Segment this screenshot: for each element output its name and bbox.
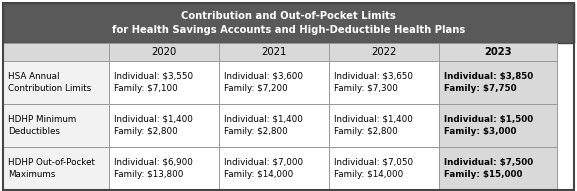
Bar xyxy=(439,147,557,190)
Bar xyxy=(3,104,109,147)
Bar xyxy=(219,104,329,147)
Text: Individual: $1,400
Family: $2,800: Individual: $1,400 Family: $2,800 xyxy=(334,115,413,136)
Text: Individual: $3,650
Family: $7,300: Individual: $3,650 Family: $7,300 xyxy=(334,72,413,93)
Text: HDHP Minimum
Deductibles: HDHP Minimum Deductibles xyxy=(8,115,76,136)
Bar xyxy=(109,61,219,104)
Text: Individual: $3,850
Family: $7,750: Individual: $3,850 Family: $7,750 xyxy=(444,72,533,93)
Bar xyxy=(329,104,439,147)
Bar xyxy=(3,43,109,61)
Bar xyxy=(219,61,329,104)
Text: Individual: $1,400
Family: $2,800: Individual: $1,400 Family: $2,800 xyxy=(114,115,193,136)
Text: Individual: $7,500
Family: $15,000: Individual: $7,500 Family: $15,000 xyxy=(444,158,533,179)
Bar xyxy=(3,61,109,104)
Text: Individual: $3,600
Family: $7,200: Individual: $3,600 Family: $7,200 xyxy=(224,72,303,93)
Text: 2020: 2020 xyxy=(151,47,177,57)
Bar xyxy=(3,147,109,190)
Text: 2021: 2021 xyxy=(261,47,287,57)
Bar xyxy=(329,61,439,104)
Text: HDHP Out-of-Pocket
Maximums: HDHP Out-of-Pocket Maximums xyxy=(8,158,95,179)
Text: HSA Annual
Contribution Limits: HSA Annual Contribution Limits xyxy=(8,72,91,93)
Text: Individual: $7,050
Family: $14,000: Individual: $7,050 Family: $14,000 xyxy=(334,158,413,179)
Text: Individual: $6,900
Family: $13,800: Individual: $6,900 Family: $13,800 xyxy=(114,158,193,179)
Text: Individual: $3,550
Family: $7,100: Individual: $3,550 Family: $7,100 xyxy=(114,72,193,93)
Bar xyxy=(219,43,329,61)
Text: Contribution and Out-of-Pocket Limits
for Health Savings Accounts and High-Deduc: Contribution and Out-of-Pocket Limits fo… xyxy=(112,11,465,35)
Bar xyxy=(109,104,219,147)
Bar xyxy=(439,43,557,61)
Text: Individual: $1,500
Family: $3,000: Individual: $1,500 Family: $3,000 xyxy=(444,115,533,136)
Bar xyxy=(329,43,439,61)
Bar xyxy=(3,3,574,43)
Bar xyxy=(219,147,329,190)
Text: Individual: $1,400
Family: $2,800: Individual: $1,400 Family: $2,800 xyxy=(224,115,303,136)
Bar xyxy=(439,104,557,147)
Bar xyxy=(109,147,219,190)
Text: Individual: $7,000
Family: $14,000: Individual: $7,000 Family: $14,000 xyxy=(224,158,303,179)
Text: 2022: 2022 xyxy=(372,47,397,57)
Text: 2023: 2023 xyxy=(484,47,512,57)
Bar xyxy=(329,147,439,190)
Bar xyxy=(109,43,219,61)
Bar xyxy=(439,61,557,104)
